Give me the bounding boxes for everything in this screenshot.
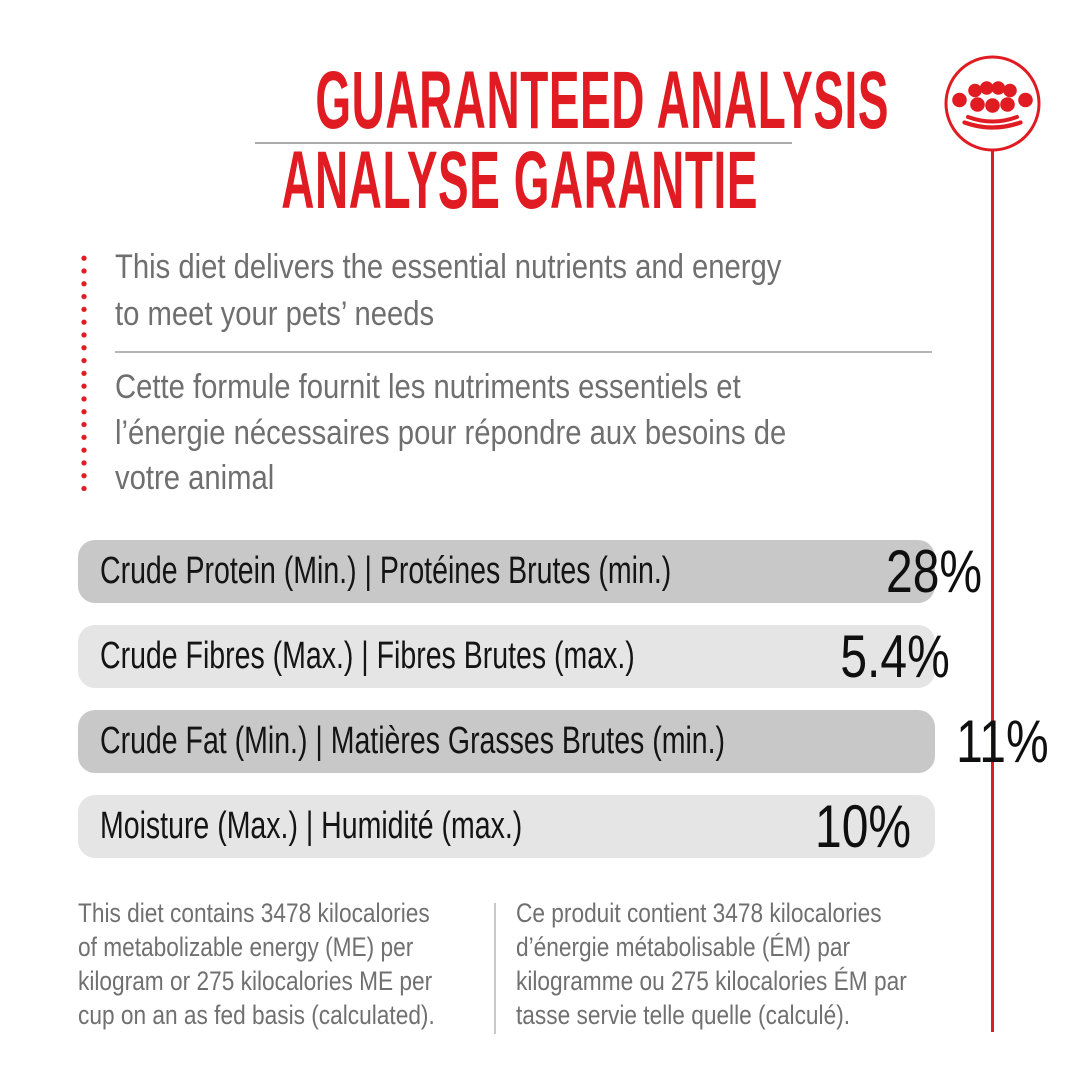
row-label: Crude Protein (Min.) | Protéines Brutes …	[100, 550, 672, 592]
row-label: Crude Fat (Min.) | Matières Grasses Brut…	[100, 720, 726, 762]
intro-paragraph-en: This diet delivers the essential nutrien…	[115, 244, 781, 338]
page-title-fr: ANALYSE GARANTIE	[281, 135, 759, 226]
calorie-fr-line: tasse servie telle quelle (calculé).	[516, 1000, 851, 1030]
intro-en-line: to meet your pets’ needs	[115, 295, 435, 333]
calorie-en-line: This diet contains 3478 kilocalories	[78, 898, 430, 928]
row-label: Moisture (Max.) | Humidité (max.)	[100, 805, 523, 847]
calorie-fr-line: d’énergie métabolisable (ÉM) par	[516, 932, 851, 962]
calorie-en-line: of metabolizable energy (ME) per	[78, 932, 414, 962]
calorie-en-line: cup on an as fed basis (calculated).	[78, 1000, 435, 1030]
analysis-row-crude-fibres: Crude Fibres (Max.) | Fibres Brutes (max…	[78, 623, 950, 690]
title-divider	[255, 142, 792, 144]
page-title-en: GUARANTEED ANALYSIS	[315, 55, 890, 146]
row-value: 28%	[885, 538, 982, 605]
intro-fr-line: Cette formule fournit les nutriments ess…	[115, 368, 741, 406]
calorie-statement-fr: Ce produit contient 3478 kilocalories d’…	[516, 896, 907, 1032]
row-value: 5.4%	[840, 623, 950, 690]
intro-divider	[115, 351, 932, 353]
intro-paragraph-fr: Cette formule fournit les nutriments ess…	[115, 365, 786, 502]
analysis-row-crude-fat: Crude Fat (Min.) | Matières Grasses Brut…	[78, 708, 1049, 775]
royal-canin-crown-icon	[944, 55, 1041, 152]
analysis-row-crude-protein: Crude Protein (Min.) | Protéines Brutes …	[78, 538, 982, 605]
calorie-fr-line: kilogramme ou 275 kilocalories ÉM par	[516, 966, 907, 996]
intro-en-line: This diet delivers the essential nutrien…	[115, 248, 782, 286]
calorie-column-divider	[494, 903, 496, 1034]
intro-fr-line: votre animal	[115, 459, 275, 498]
calorie-en-line: kilogram or 275 kilocalories ME per	[78, 966, 433, 996]
calorie-statement-en: This diet contains 3478 kilocalories of …	[78, 896, 435, 1032]
analysis-row-moisture: Moisture (Max.) | Humidité (max.) 10%	[78, 793, 935, 860]
row-value: 11%	[956, 708, 1050, 775]
brand-vertical-rule	[991, 151, 994, 1032]
intro-fr-line: l’énergie nécessaires pour répondre aux …	[115, 413, 787, 452]
red-dotted-rule	[81, 255, 87, 491]
row-value: 10%	[814, 793, 911, 860]
calorie-fr-line: Ce produit contient 3478 kilocalories	[516, 898, 882, 928]
row-label: Crude Fibres (Max.) | Fibres Brutes (max…	[100, 635, 635, 677]
